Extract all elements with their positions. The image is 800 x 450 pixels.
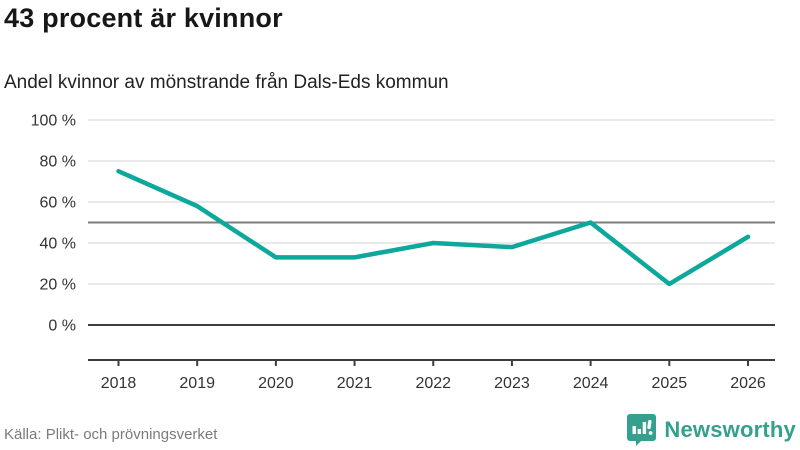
svg-text:2021: 2021 <box>337 375 373 392</box>
svg-text:2019: 2019 <box>179 375 215 392</box>
source-note: Källa: Plikt- och prövningsverket <box>4 426 218 443</box>
newsworthy-logo: Newsworthy <box>626 410 796 450</box>
brand-wordmark: Newsworthy <box>664 417 796 442</box>
svg-text:40 %: 40 % <box>40 236 76 253</box>
svg-text:2023: 2023 <box>494 375 530 392</box>
svg-text:2022: 2022 <box>415 375 451 392</box>
svg-text:100 %: 100 % <box>31 113 76 130</box>
svg-text:80 %: 80 % <box>40 154 76 171</box>
chart-subtitle: Andel kvinnor av mönstrande från Dals-Ed… <box>4 72 449 93</box>
page-title: 43 procent är kvinnor <box>4 3 283 33</box>
svg-text:20 %: 20 % <box>40 277 76 294</box>
svg-text:60 %: 60 % <box>40 195 76 212</box>
svg-text:2025: 2025 <box>652 375 688 392</box>
svg-text:2018: 2018 <box>101 375 137 392</box>
svg-text:2026: 2026 <box>730 375 766 392</box>
bar-chart-bubble-icon <box>627 414 657 446</box>
svg-text:2020: 2020 <box>258 375 294 392</box>
svg-text:2024: 2024 <box>573 375 609 392</box>
svg-text:0 %: 0 % <box>48 318 76 335</box>
